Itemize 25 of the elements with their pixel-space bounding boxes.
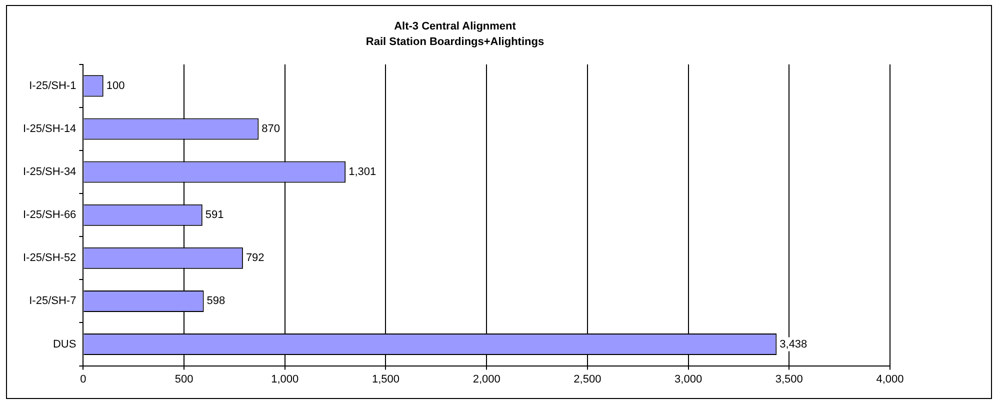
x-tick-label: 4,000 [876,373,904,386]
x-tick-label: 2,000 [472,373,500,386]
x-tick-label: 2,500 [574,373,602,386]
chart-title: Alt-3 Central Alignment [394,20,516,33]
data-label: 591 [205,209,224,222]
data-label: 792 [246,252,264,264]
x-tick-label: 3,500 [775,373,803,386]
x-tick-label: 0 [80,373,86,386]
y-tick-label: I-25/SH-52 [22,252,76,264]
x-tick-label: 500 [174,373,194,386]
data-label: 3,438 [780,338,808,350]
data-label: 870 [262,123,280,136]
y-tick-label: DUS [52,338,76,350]
data-label: 1,301 [348,166,376,178]
x-tick-label: 1,500 [372,373,400,386]
y-tick-label: I-25/SH-66 [22,209,76,222]
x-tick-label: 3,000 [674,373,702,386]
y-tick-label: I-25/SH-14 [22,123,76,136]
y-tick-label: I-25/SH-7 [29,295,76,308]
y-tick-label: I-25/SH-34 [22,166,76,178]
data-label: 100 [106,80,125,92]
x-tick-label: 1,000 [271,373,299,386]
chart-subtitle: Rail Station Boardings+Alightings [366,36,544,48]
data-label: 598 [206,295,226,308]
y-tick-label: I-25/SH-1 [29,80,76,92]
